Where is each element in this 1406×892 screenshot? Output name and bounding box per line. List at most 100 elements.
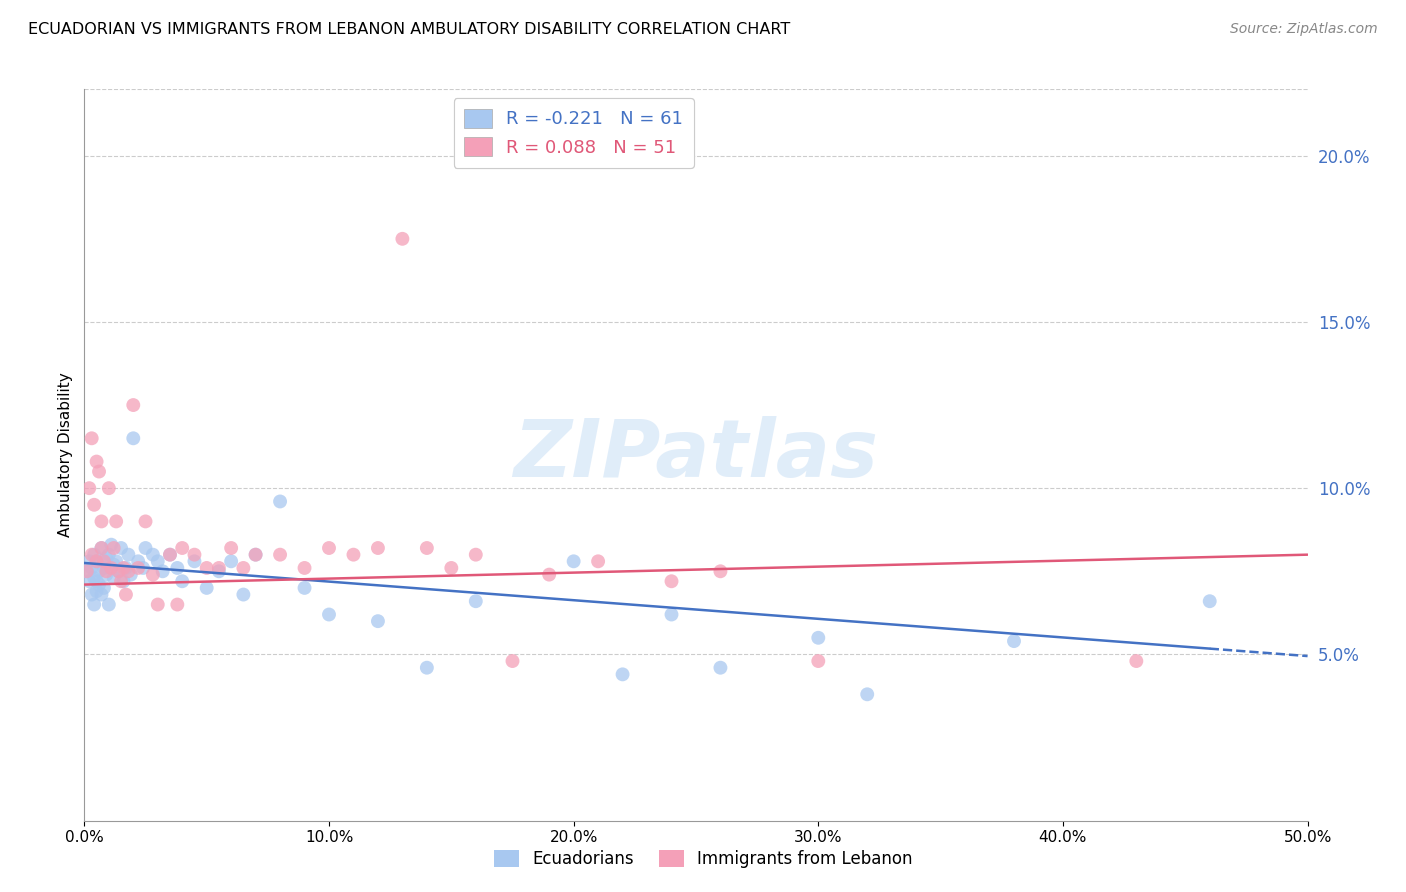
Point [117, 564, 139, 578]
Point [83, 548, 105, 562]
Point [80, 548, 103, 562]
Point [107, 564, 129, 578]
Point [100, 561, 122, 575]
Point [1198, 594, 1220, 608]
Point [97, 548, 120, 562]
Point [464, 594, 486, 608]
Point [142, 567, 165, 582]
Point [77, 481, 100, 495]
Point [90, 515, 112, 529]
Point [93, 581, 115, 595]
Point [135, 515, 157, 529]
Point [77, 554, 100, 568]
Point [103, 571, 125, 585]
Point [103, 558, 125, 572]
Point [464, 548, 486, 562]
Point [1002, 634, 1025, 648]
Point [80, 588, 103, 602]
Point [538, 567, 561, 582]
Point [146, 598, 169, 612]
Point [83, 571, 105, 585]
Point [416, 541, 439, 555]
Point [105, 515, 128, 529]
Point [117, 548, 139, 562]
Point [318, 607, 340, 622]
Point [367, 614, 389, 628]
Point [342, 548, 364, 562]
Legend: R = -0.221   N = 61, R = 0.088   N = 51: R = -0.221 N = 61, R = 0.088 N = 51 [454, 98, 693, 168]
Point [232, 561, 254, 575]
Point [76, 564, 98, 578]
Point [110, 541, 132, 555]
Point [807, 654, 830, 668]
Point [294, 561, 316, 575]
Point [172, 574, 194, 589]
Point [159, 548, 181, 562]
Point [245, 548, 267, 562]
Point [96, 567, 118, 582]
Point [93, 561, 115, 575]
Point [76, 564, 98, 578]
Point [586, 554, 609, 568]
Point [709, 661, 731, 675]
Point [86, 554, 108, 568]
Point [367, 541, 389, 555]
Point [90, 541, 112, 555]
Point [232, 588, 254, 602]
Point [172, 541, 194, 555]
Point [166, 561, 188, 575]
Point [661, 607, 683, 622]
Point [80, 431, 103, 445]
Point [269, 494, 291, 508]
Legend: Ecuadorians, Immigrants from Lebanon: Ecuadorians, Immigrants from Lebanon [486, 843, 920, 875]
Point [269, 548, 291, 562]
Point [86, 584, 108, 599]
Point [166, 598, 188, 612]
Point [416, 661, 439, 675]
Point [83, 598, 105, 612]
Point [86, 554, 108, 568]
Point [90, 541, 112, 555]
Point [93, 554, 115, 568]
Point [110, 574, 132, 589]
Point [208, 561, 231, 575]
Text: ECUADORIAN VS IMMIGRANTS FROM LEBANON AMBULATORY DISABILITY CORRELATION CHART: ECUADORIAN VS IMMIGRANTS FROM LEBANON AM… [28, 22, 790, 37]
Point [219, 541, 242, 555]
Point [115, 588, 138, 602]
Point [86, 454, 108, 468]
Point [86, 574, 108, 589]
Point [120, 567, 142, 582]
Point [105, 554, 128, 568]
Point [219, 554, 242, 568]
Point [97, 481, 120, 495]
Point [132, 561, 155, 575]
Point [112, 561, 135, 575]
Text: Source: ZipAtlas.com: Source: ZipAtlas.com [1230, 22, 1378, 37]
Point [709, 564, 731, 578]
Point [90, 588, 112, 602]
Point [440, 561, 463, 575]
Point [208, 564, 231, 578]
Point [562, 554, 585, 568]
Point [127, 554, 149, 568]
Point [856, 687, 879, 701]
Point [83, 498, 105, 512]
Point [96, 551, 118, 566]
Point [159, 548, 181, 562]
Point [183, 554, 205, 568]
Point [115, 561, 138, 575]
Point [107, 564, 129, 578]
Point [807, 631, 830, 645]
Point [97, 598, 120, 612]
Point [146, 554, 169, 568]
Point [127, 561, 149, 575]
Point [612, 667, 634, 681]
Point [245, 548, 267, 562]
Point [183, 548, 205, 562]
Point [122, 431, 145, 445]
Point [87, 577, 110, 591]
Point [195, 561, 218, 575]
Point [100, 538, 122, 552]
Point [142, 548, 165, 562]
Point [135, 541, 157, 555]
